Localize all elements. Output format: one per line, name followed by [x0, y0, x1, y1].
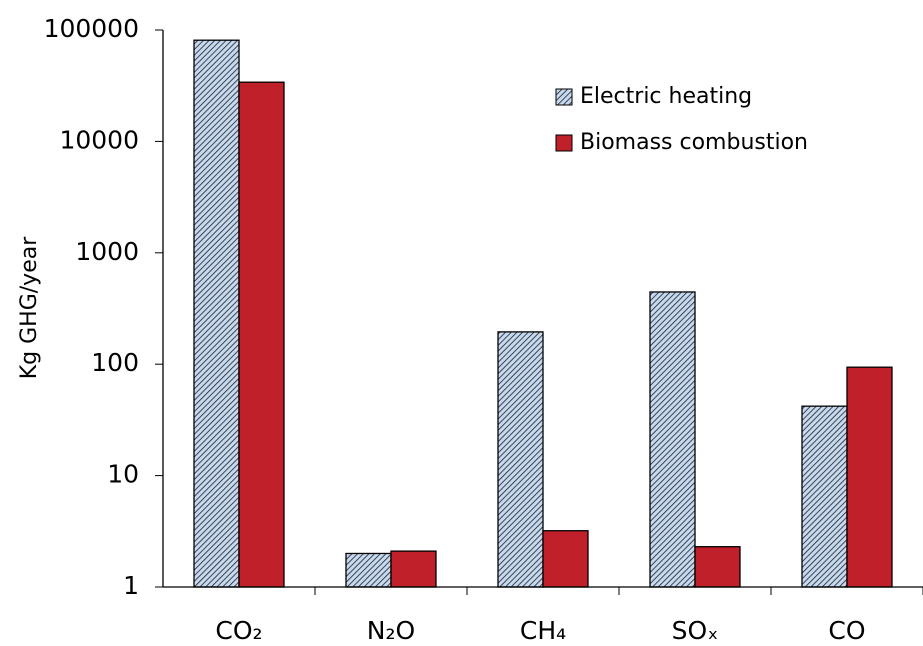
x-tick-label: CH₄: [520, 616, 566, 645]
bar: [345, 552, 392, 588]
bar: [846, 366, 893, 588]
legend-label: Biomass combustion: [580, 130, 808, 155]
legend-swatch: [555, 134, 573, 152]
y-tick-label: 10000: [59, 125, 139, 154]
y-tick-label: 10: [107, 460, 139, 489]
legend-swatch: [555, 88, 573, 106]
bar: [193, 39, 240, 588]
x-tick-label: N₂O: [367, 616, 415, 645]
bar: [497, 331, 544, 588]
bar: [542, 530, 589, 588]
x-tick-label: SOₓ: [672, 616, 719, 645]
y-tick-label: 1: [123, 571, 139, 600]
bar: [801, 405, 848, 588]
bar: [238, 81, 285, 588]
bar: [694, 546, 741, 588]
y-tick-label: 100000: [44, 14, 139, 43]
bar: [390, 550, 437, 588]
bar: [649, 291, 696, 588]
y-tick-label: 1000: [75, 237, 139, 266]
y-axis-label: Kg GHG/year: [17, 236, 42, 379]
x-tick-label: CO: [828, 616, 865, 645]
y-tick-label: 100: [91, 348, 139, 377]
x-tick-label: CO₂: [215, 616, 262, 645]
legend-label: Electric heating: [580, 84, 752, 109]
